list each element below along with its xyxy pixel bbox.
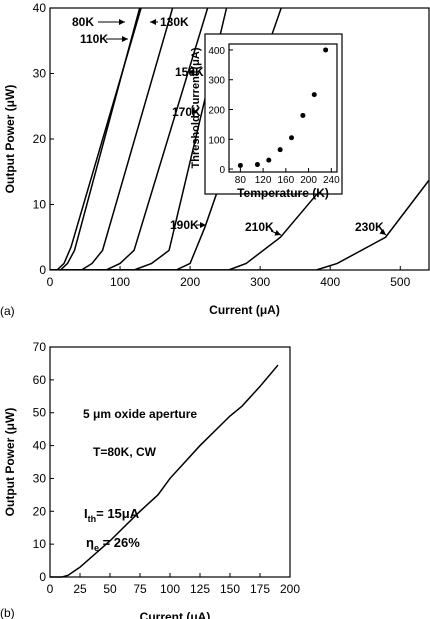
data-point [266, 157, 272, 163]
symbol: I [84, 506, 88, 521]
series-label: 110K [80, 32, 108, 46]
subscript: e [94, 543, 99, 553]
y-tick-label: 50 [33, 406, 47, 420]
x-tick-label: 0 [47, 582, 54, 596]
panel-label: (a) [0, 304, 15, 318]
y-axis-label: Output Power (μW) [3, 408, 17, 517]
x-tick-label: 240 [323, 175, 340, 186]
y-tick-label: 70 [33, 340, 47, 354]
series-label: 190K [170, 218, 199, 232]
value-text: = 15μA [96, 506, 140, 521]
symbol: η [86, 535, 94, 550]
data-point [277, 147, 283, 153]
x-tick-label: 100 [160, 582, 180, 596]
x-tick-label: 80 [235, 175, 247, 186]
x-tick-label: 300 [250, 275, 270, 289]
subscript: th [88, 514, 97, 524]
x-tick-label: 120 [255, 175, 272, 186]
series-label: 230K [355, 220, 384, 234]
y-tick-label: 200 [208, 105, 225, 116]
series-label: 130K [160, 15, 189, 29]
x-tick-label: 75 [133, 582, 147, 596]
x-tick-label: 175 [250, 582, 270, 596]
value-text: = 26% [99, 535, 140, 550]
y-tick-label: 300 [208, 76, 225, 87]
x-axis-label: Temperature (K) [237, 186, 329, 200]
inset-background [204, 33, 343, 195]
y-tick-label: 30 [33, 67, 47, 81]
data-point [289, 135, 295, 141]
x-tick-label: 200 [280, 582, 300, 596]
y-tick-label: 20 [33, 504, 47, 518]
y-tick-label: 20 [33, 132, 47, 146]
y-axis-label: Threshold Current (μA) [190, 47, 202, 168]
label-arrow [270, 229, 282, 236]
data-point [254, 162, 260, 168]
x-tick-label: 150 [220, 582, 240, 596]
x-tick-label: 100 [110, 275, 130, 289]
y-tick-label: 10 [33, 198, 47, 212]
annotation: Ith= 15μA [84, 506, 140, 524]
data-line [50, 8, 142, 270]
series-label: 80K [72, 15, 94, 29]
y-tick-label: 60 [33, 373, 47, 387]
series-label: 170K [172, 105, 201, 119]
data-point [300, 112, 306, 118]
y-tick-label: 0 [39, 263, 46, 277]
x-axis-label: Current (μA) [140, 610, 211, 619]
data-line [50, 364, 279, 578]
data-line [50, 177, 331, 270]
y-tick-label: 40 [33, 1, 47, 15]
x-tick-label: 0 [47, 275, 54, 289]
y-tick-label: 10 [33, 537, 47, 551]
x-tick-label: 400 [320, 275, 340, 289]
y-tick-label: 0 [39, 570, 46, 584]
y-tick-label: 400 [208, 46, 225, 57]
y-axis-label: Output Power (μW) [3, 85, 17, 194]
series-label: 210K [245, 220, 274, 234]
x-axis-label: Current (μA) [209, 303, 280, 317]
x-tick-label: 500 [390, 275, 410, 289]
data-point [323, 47, 329, 53]
x-tick-label: 25 [73, 582, 87, 596]
data-line [50, 8, 228, 270]
x-tick-label: 50 [103, 582, 117, 596]
y-tick-label: 100 [208, 135, 225, 146]
data-line [50, 8, 209, 270]
y-tick-label: 30 [33, 471, 47, 485]
annotation: 5 μm oxide aperture [83, 407, 197, 421]
annotation: ηe = 26% [86, 535, 140, 553]
x-tick-label: 125 [190, 582, 210, 596]
panel-label: (b) [0, 606, 15, 619]
y-tick-label: 40 [33, 439, 47, 453]
data-line [50, 8, 141, 270]
data-point [311, 92, 317, 98]
label-arrow [379, 228, 387, 236]
data-point [237, 162, 243, 168]
y-tick-label: 0 [219, 165, 225, 176]
x-tick-label: 200 [300, 175, 317, 186]
data-line [50, 8, 174, 270]
x-tick-label: 160 [277, 175, 294, 186]
x-tick-label: 200 [180, 275, 200, 289]
plot-frame [228, 43, 338, 173]
annotation: T=80K, CW [93, 445, 157, 459]
data-line [50, 179, 429, 270]
